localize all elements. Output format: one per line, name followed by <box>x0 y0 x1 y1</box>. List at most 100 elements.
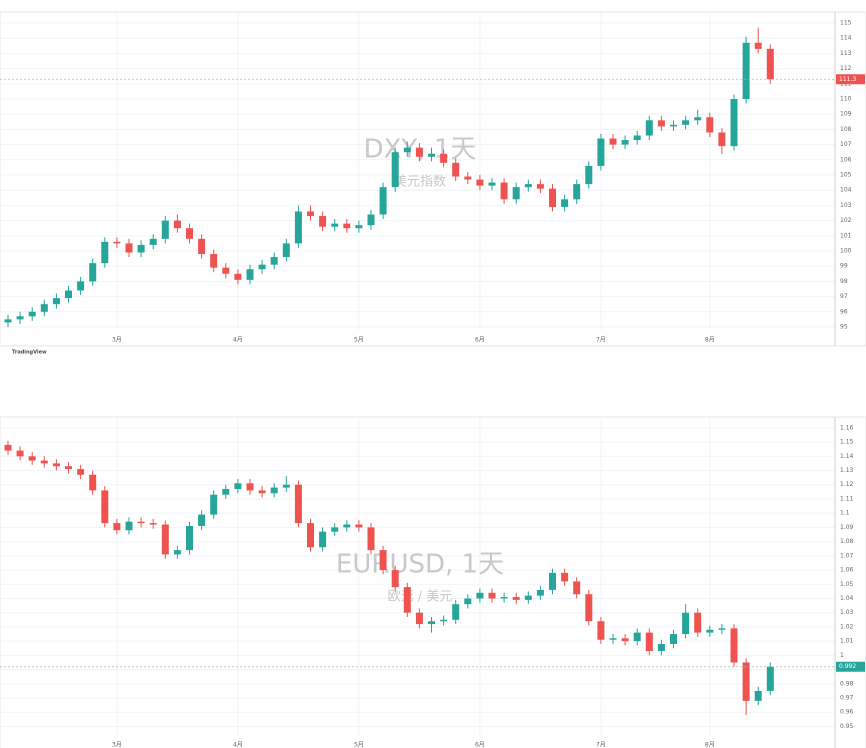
candle-body <box>294 484 302 524</box>
y-tick-label: 1.13 <box>840 467 854 474</box>
candle-body <box>367 214 375 226</box>
candle-body <box>766 48 774 80</box>
candle-body <box>258 490 266 494</box>
candle-body <box>186 525 193 551</box>
plot-frame <box>0 416 866 748</box>
candle-body <box>246 483 254 491</box>
watermark-subtitle: 欧元 / 美元 <box>388 590 453 605</box>
last-price-tag <box>836 74 865 85</box>
candle-body <box>585 165 593 185</box>
candle-body <box>210 494 218 515</box>
candle-body <box>307 523 314 548</box>
candle-body <box>464 598 472 605</box>
y-tick-label: 107 <box>840 141 852 148</box>
x-tick-label: 5月 <box>354 337 364 344</box>
y-tick-label: 100 <box>840 247 852 254</box>
x-tick-label: 8月 <box>705 337 715 344</box>
candle-body <box>524 595 532 600</box>
last-price-tag <box>836 661 865 672</box>
candle-body <box>488 592 496 599</box>
candle-body <box>428 621 435 625</box>
candle-body <box>28 456 36 461</box>
y-tick-label: 1.1 <box>840 510 850 517</box>
candle-body <box>89 263 97 282</box>
x-tick-label: 7月 <box>596 337 606 344</box>
candle-body <box>403 587 411 613</box>
candle-body <box>645 120 653 136</box>
y-tick-label: 1.07 <box>840 552 854 559</box>
candle-body <box>222 488 230 495</box>
candle-body <box>40 304 48 312</box>
candle-body <box>670 634 677 644</box>
candle-body <box>246 269 254 280</box>
candle-body <box>270 487 278 494</box>
candle-body <box>4 444 12 451</box>
candle-body <box>730 99 738 147</box>
candle-body <box>173 220 181 229</box>
y-tick-label: 0.97 <box>840 695 854 702</box>
candle-body <box>16 450 24 457</box>
y-tick-label: 1.12 <box>840 481 854 488</box>
candle-body <box>512 187 520 200</box>
candle-body <box>561 199 569 207</box>
y-tick-label: 1.11 <box>840 495 854 502</box>
candle-body <box>222 267 230 274</box>
candle-body <box>500 182 508 200</box>
y-tick-label: 101 <box>840 232 852 239</box>
candle-body <box>682 612 690 635</box>
candle-body <box>718 628 726 630</box>
y-tick-label: 1.02 <box>840 623 854 630</box>
x-tick-label: 4月 <box>233 337 243 344</box>
candle-body <box>16 316 24 320</box>
chart: 95 96 97 98 99 100 101 102 103 104 105 106 107 108 109… <box>0 11 866 356</box>
candle-body <box>585 594 593 622</box>
candle-body <box>452 162 460 177</box>
candle-body <box>621 140 629 145</box>
candle-body <box>573 184 581 200</box>
candle-body <box>415 147 423 157</box>
candle-body <box>149 523 157 525</box>
candle-body <box>391 570 399 588</box>
candle-body <box>270 257 278 265</box>
y-tick-label: 104 <box>840 187 852 194</box>
candle-body <box>742 662 750 701</box>
candle-body <box>379 550 387 571</box>
candle-body <box>754 42 762 49</box>
y-tick-label: 1.15 <box>840 439 854 446</box>
x-tick-label: 4月 <box>233 742 243 748</box>
candle-body <box>706 117 714 133</box>
candle-body <box>4 319 12 323</box>
chart: 0.950.960.970.980.9911.011.021.031.041.0… <box>0 416 866 748</box>
candle-body <box>379 187 387 215</box>
candle-body <box>282 243 290 258</box>
candle-body <box>476 179 484 186</box>
last-price-label: 111.3 <box>839 76 856 83</box>
candle-body <box>706 629 714 633</box>
y-tick-label: 1.14 <box>840 453 854 460</box>
candle-body <box>670 124 677 127</box>
candle-body <box>234 483 242 489</box>
candle-body <box>294 211 302 244</box>
candle-body <box>101 241 109 264</box>
candle-body <box>89 474 97 491</box>
candle-body <box>367 527 375 551</box>
candle-body <box>536 184 544 189</box>
candle-body <box>694 612 702 633</box>
y-tick-label: 110 <box>840 96 852 103</box>
candle-body <box>52 298 60 305</box>
x-tick-label: 6月 <box>475 337 485 344</box>
candle-body <box>609 638 617 640</box>
candle-body <box>331 223 339 227</box>
candle-body <box>561 572 569 582</box>
candle-body <box>621 638 629 642</box>
y-tick-label: 0.98 <box>840 680 854 687</box>
y-tick-label: 115 <box>840 20 852 27</box>
candle-body <box>766 666 774 691</box>
y-tick-label: 103 <box>840 202 852 209</box>
candle-body <box>307 211 314 217</box>
candle-body <box>40 460 48 464</box>
y-tick-label: 114 <box>840 35 852 42</box>
y-tick-label: 105 <box>840 172 852 179</box>
candle-body <box>137 521 145 524</box>
